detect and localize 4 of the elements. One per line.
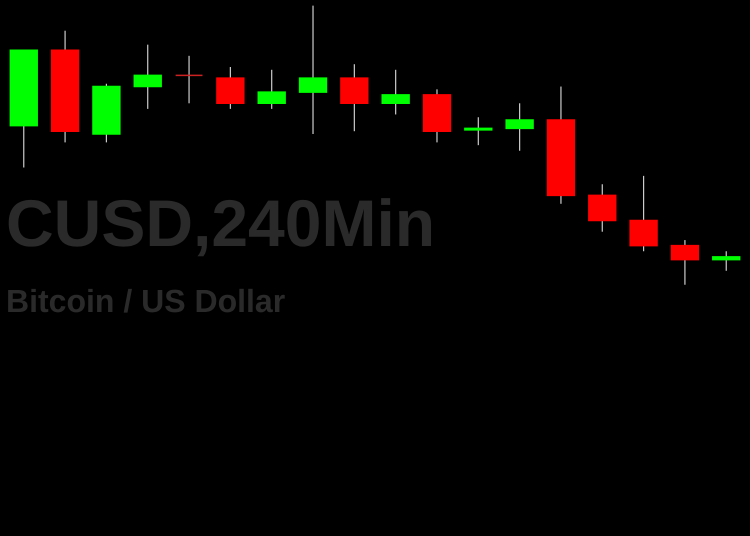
candlestick	[712, 250, 740, 272]
candlestick	[464, 116, 492, 146]
candlestick	[298, 4, 328, 135]
candlestick	[174, 55, 204, 104]
